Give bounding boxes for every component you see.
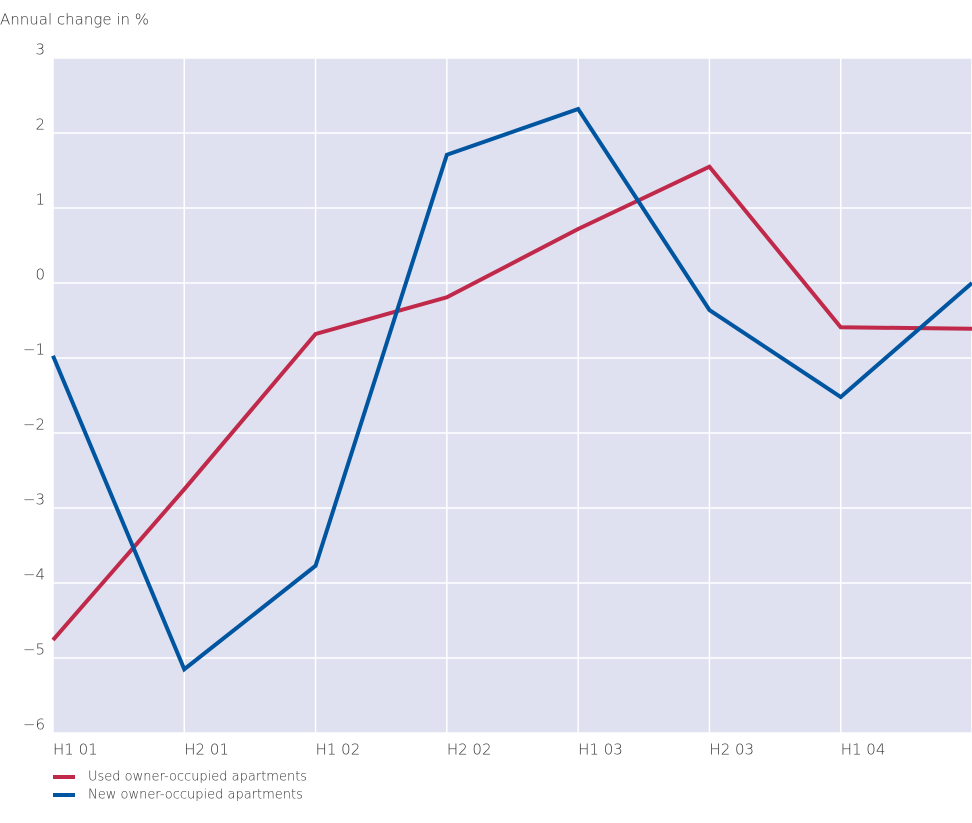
x-tick-label: H1 03 [578, 741, 623, 759]
x-tick-label: H1 02 [316, 741, 361, 759]
series-line [51, 106, 972, 673]
y-tick-label: 3 [35, 41, 45, 59]
y-tick-label: −4 [23, 566, 45, 584]
x-tick-label: H2 03 [709, 741, 754, 759]
plot-background [53, 58, 972, 733]
x-tick-label: H2 01 [184, 741, 229, 759]
y-tick-label: −3 [23, 491, 45, 509]
legend-swatch [53, 775, 75, 779]
y-tick-label: 1 [35, 191, 45, 209]
y-tick-label: −5 [23, 641, 45, 659]
y-tick-label: 0 [35, 266, 45, 284]
x-tick-label: H2 02 [447, 741, 492, 759]
y-tick-label: −1 [23, 341, 45, 359]
legend-label: New owner-occupied apartments [88, 788, 303, 803]
legend-swatch [53, 793, 75, 797]
legend-label: Used owner-occupied apartments [88, 770, 307, 785]
legend: Used owner-occupied apartments New owner-… [53, 770, 307, 803]
x-tick-label: H1 04 [841, 741, 886, 759]
chart-title: Annual change in % [0, 11, 149, 29]
series-line [51, 164, 972, 642]
x-tick-label: H1 01 [53, 741, 98, 759]
y-tick-label: −6 [23, 716, 45, 734]
y-tick-label: 2 [35, 116, 45, 134]
y-tick-label: −2 [23, 416, 45, 434]
